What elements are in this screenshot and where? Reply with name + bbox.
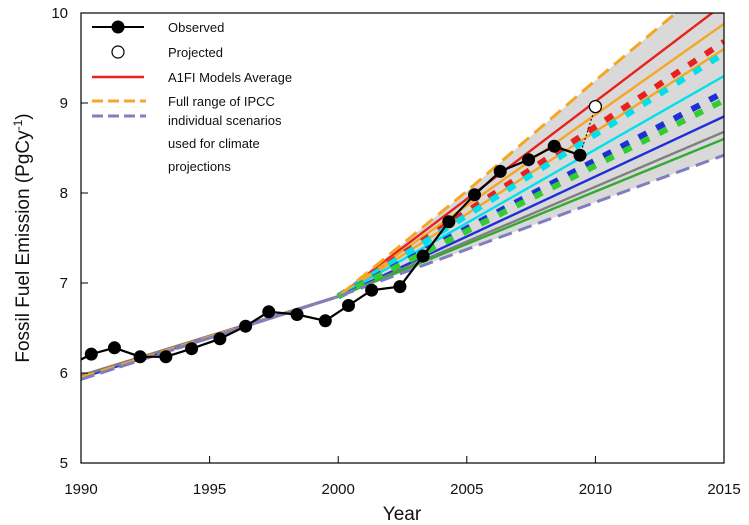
x-tick-label-5: 2015	[707, 481, 740, 498]
observed-point-1	[84, 347, 98, 361]
observed-point-7	[239, 319, 253, 333]
scenario-line-8	[336, 50, 724, 300]
observed-point-9	[290, 308, 304, 321]
observed-point-17	[493, 164, 507, 178]
y-axis-label-main: Fossil Fuel Emission (PgCy	[13, 130, 34, 363]
observed-point-19	[547, 139, 561, 153]
scenario-line-10	[336, 97, 724, 300]
legend-label-ipcc-4: projections	[168, 159, 231, 174]
y-axis-label: Fossil Fuel Emission (PgCy-1)	[11, 113, 34, 362]
y-tick-label-0: 5	[60, 455, 68, 472]
legend-observed-marker	[111, 20, 125, 34]
plot-area	[81, 13, 724, 381]
x-tick-label-0: 1990	[64, 481, 97, 498]
legend-label-ipcc-3: used for climate	[168, 136, 260, 151]
observed-point-18	[522, 153, 536, 167]
scenario-line-9	[336, 89, 724, 300]
plot-frame	[80, 12, 725, 464]
y-tick-label-4: 9	[60, 95, 68, 112]
ipcc-range-shading	[81, 13, 724, 380]
observed-point-13	[393, 280, 407, 294]
legend: Observed Projected A1FI Models Average F…	[92, 20, 292, 174]
y-tick-label-1: 6	[60, 365, 68, 382]
x-tick-label-3: 2005	[450, 481, 483, 498]
observed-point-8	[262, 305, 276, 319]
legend-label-a1fi: A1FI Models Average	[168, 70, 292, 85]
scenario-line-7	[336, 39, 724, 300]
observed-point-3	[133, 350, 147, 364]
legend-label-ipcc-2: individual scenarios	[168, 113, 282, 128]
observed-point-14	[416, 249, 430, 263]
observed-point-6	[213, 332, 227, 346]
axis-ticks: 1990 1995 2000 2005 2010 2015 5 6 7 8 9 10	[51, 5, 740, 498]
y-tick-label-2: 7	[60, 275, 68, 292]
observed-point-10	[318, 314, 332, 328]
scenario-line-3	[337, 74, 724, 298]
observed-point-15	[442, 215, 456, 229]
scenario-line-2	[337, 47, 724, 298]
y-axis-label-superscript: -1	[11, 119, 25, 130]
legend-label-projected: Projected	[168, 45, 223, 60]
projected-point	[588, 99, 603, 114]
x-tick-label-4: 2010	[579, 481, 612, 498]
observed-point-16	[468, 188, 482, 202]
x-axis-label: Year	[383, 504, 422, 525]
x-tick-label-2: 2000	[322, 481, 355, 498]
observed-point-11	[341, 299, 355, 312]
legend-label-observed: Observed	[168, 20, 224, 35]
observed-point-12	[365, 283, 379, 297]
observed-point-4	[159, 350, 173, 364]
scenario-line-6	[337, 137, 724, 298]
legend-label-ipcc-1: Full range of IPCC	[168, 94, 275, 109]
x-tick-label-1: 1995	[193, 481, 226, 498]
y-axis-label-end: )	[13, 113, 34, 119]
legend-projected-marker	[111, 45, 125, 59]
observed-point-2	[107, 341, 121, 355]
y-tick-label-5: 10	[51, 5, 68, 22]
y-tick-label-3: 8	[60, 185, 68, 202]
projected-link-line	[579, 106, 596, 156]
scenario-line-0	[337, 13, 715, 298]
observed-point-5	[185, 342, 199, 356]
scenario-line-4	[337, 115, 724, 298]
